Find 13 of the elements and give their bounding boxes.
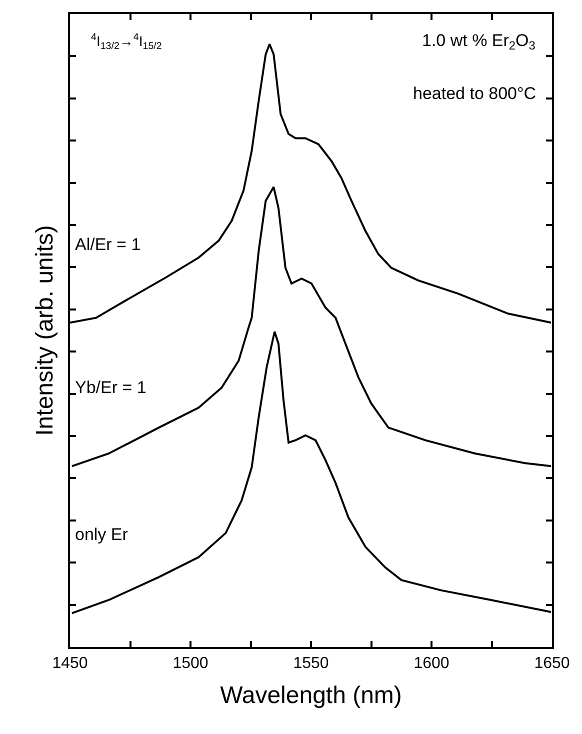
annotation: 1.0 wt % Er$_{2}$O$_{3}$ bbox=[422, 31, 536, 53]
series-label: Yb/Er = 1 bbox=[75, 378, 146, 397]
y-axis-title: Intensity (arb. units) bbox=[32, 225, 59, 436]
x-tick-label: 1600 bbox=[414, 655, 450, 672]
x-axis-title: Wavelength (nm) bbox=[220, 682, 402, 709]
legend-label: only Er bbox=[75, 525, 128, 544]
annotation: $^{4}$I$_{13/2}$→$^{4}$I$_{15/2}$ bbox=[91, 32, 162, 52]
annotation: heated to 800°C bbox=[413, 84, 536, 103]
x-tick-label: 1500 bbox=[172, 655, 208, 672]
x-tick-label: 1650 bbox=[534, 655, 570, 672]
x-tick-label: 1550 bbox=[293, 655, 329, 672]
legend-label: Al/Er = 1 bbox=[75, 235, 141, 254]
x-tick-label: 1450 bbox=[52, 655, 88, 672]
